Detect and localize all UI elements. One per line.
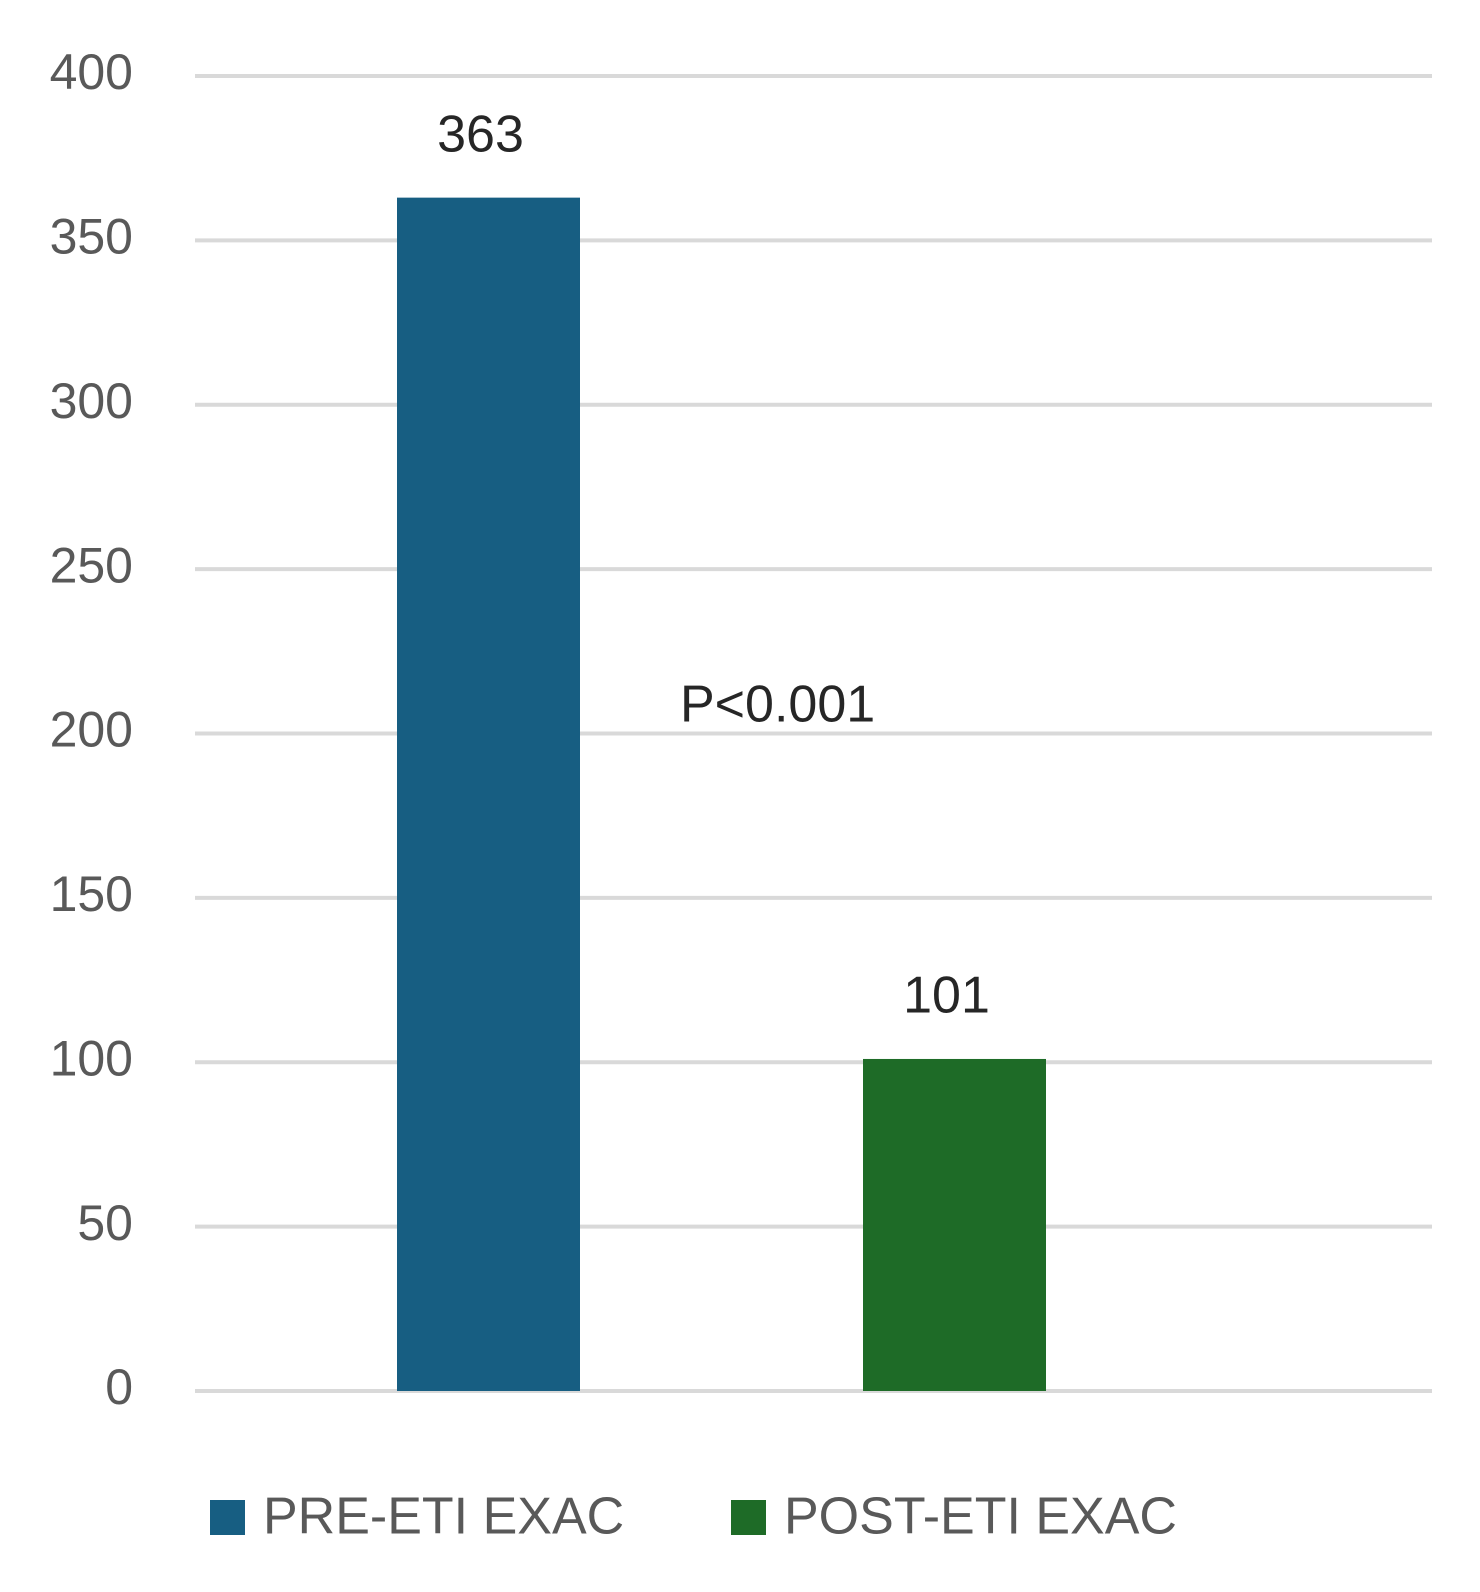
y-tick-label: 150: [50, 866, 133, 922]
y-tick-label: 200: [50, 702, 133, 758]
legend-swatch: [731, 1500, 766, 1535]
data-label: 101: [903, 967, 990, 1025]
y-tick-label: 100: [50, 1030, 133, 1086]
bar: [863, 1058, 1046, 1391]
data-label: 363: [437, 105, 524, 163]
bar: [397, 197, 580, 1392]
y-tick-label: 300: [50, 373, 133, 429]
y-tick-label: 50: [77, 1195, 133, 1251]
y-tick-label: 400: [50, 44, 133, 100]
annotation: P<0.001: [680, 676, 875, 734]
y-tick-label: 250: [50, 537, 133, 593]
y-tick-label: 350: [50, 209, 133, 265]
legend-label: POST-ETI EXAC: [784, 1488, 1177, 1546]
y-tick-label: 0: [105, 1359, 133, 1415]
legend-swatch: [210, 1500, 245, 1535]
legend-label: PRE-ETI EXAC: [263, 1488, 624, 1546]
